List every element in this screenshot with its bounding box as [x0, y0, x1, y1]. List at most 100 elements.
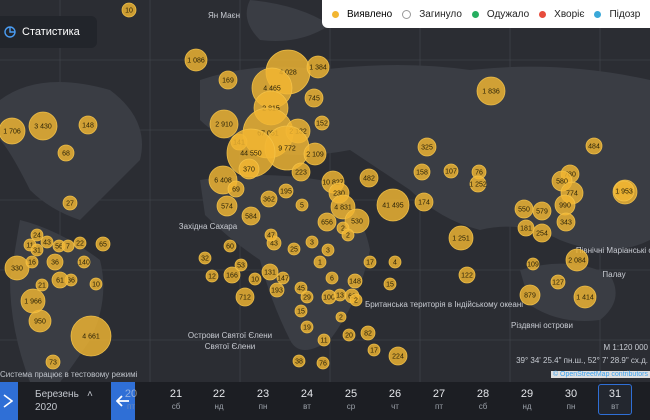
case-bubble[interactable]: 41 495 — [376, 188, 410, 222]
case-bubble[interactable]: 1 — [313, 255, 327, 269]
case-bubble[interactable]: 1 953 — [613, 180, 635, 202]
case-bubble[interactable]: 10 — [89, 277, 103, 291]
case-bubble[interactable]: 223 — [291, 162, 311, 182]
case-bubble[interactable]: 656 — [317, 212, 337, 232]
case-bubble[interactable]: 2 — [349, 293, 363, 307]
case-bubble[interactable]: 174 — [414, 192, 434, 212]
case-bubble[interactable]: 224 — [388, 346, 408, 366]
play-button[interactable] — [0, 382, 18, 420]
case-bubble[interactable]: 4 661 — [70, 315, 112, 357]
case-bubble[interactable]: 20 — [342, 328, 356, 342]
case-bubble[interactable]: 100 — [321, 289, 337, 305]
case-bubble[interactable]: 17 — [363, 255, 377, 269]
case-bubble[interactable]: 27 — [62, 195, 78, 211]
case-bubble[interactable]: 24 — [30, 228, 44, 242]
day-item[interactable]: 31 вт — [598, 384, 632, 415]
case-bubble[interactable]: 550 — [514, 199, 534, 219]
legend-item-suspected[interactable]: Підозр — [594, 9, 640, 20]
case-bubble[interactable]: 147 — [276, 271, 290, 285]
case-bubble[interactable]: 12 — [205, 269, 219, 283]
case-bubble[interactable]: 1 836 — [476, 76, 506, 106]
case-bubble[interactable]: 584 — [241, 206, 261, 226]
case-bubble[interactable]: 166 — [223, 266, 241, 284]
case-bubble[interactable]: 193 — [269, 282, 285, 298]
day-item[interactable]: 25 ср — [334, 387, 368, 412]
case-bubble[interactable]: 68 — [57, 144, 75, 162]
case-bubble[interactable]: 69 — [227, 180, 245, 198]
case-bubble[interactable]: 1 384 — [306, 55, 330, 79]
day-item[interactable]: 26 чт — [378, 387, 412, 412]
case-bubble[interactable]: 152 — [314, 115, 330, 131]
case-bubble[interactable]: 5 — [295, 198, 309, 212]
case-bubble[interactable]: 362 — [260, 190, 278, 208]
case-bubble[interactable]: 13 — [333, 288, 347, 302]
case-bubble[interactable]: 25 — [287, 242, 301, 256]
case-bubble[interactable]: 47 — [264, 228, 278, 242]
case-bubble[interactable]: 2 — [335, 311, 347, 323]
case-bubble[interactable]: 879 — [519, 284, 541, 306]
legend-item-confirmed[interactable]: Виявлено — [332, 9, 392, 20]
case-bubble[interactable]: 370 — [238, 158, 260, 180]
map-attribution[interactable]: © OpenStreetMap contributors — [550, 371, 650, 378]
case-bubble[interactable]: 109 — [526, 257, 540, 271]
day-item[interactable]: 23 пн — [246, 387, 280, 412]
case-bubble[interactable]: 148 — [347, 273, 363, 289]
case-bubble[interactable]: 1 414 — [573, 285, 597, 309]
case-bubble[interactable]: 7 — [61, 239, 75, 253]
case-bubble[interactable]: 343 — [556, 212, 576, 232]
day-item[interactable]: 29 нд — [510, 387, 544, 412]
case-bubble[interactable]: 53 — [234, 258, 248, 272]
case-bubble[interactable]: 127 — [550, 274, 566, 290]
case-bubble[interactable]: 330 — [4, 255, 30, 281]
day-item[interactable]: 22 нд — [202, 387, 236, 412]
case-bubble[interactable]: 1 966 — [20, 288, 46, 314]
case-bubble[interactable]: 73 — [45, 354, 61, 370]
case-bubble[interactable]: 32 — [198, 251, 212, 265]
case-bubble[interactable]: 148 — [78, 115, 98, 135]
case-bubble[interactable]: 325 — [417, 137, 437, 157]
case-bubble[interactable]: 530 — [344, 208, 370, 234]
case-bubble[interactable]: 16 — [25, 255, 39, 269]
case-bubble[interactable]: 19 — [300, 320, 314, 334]
day-item[interactable]: 30 пн — [554, 387, 588, 412]
case-bubble[interactable]: 2 — [341, 228, 355, 242]
day-item[interactable]: 24 вт — [290, 387, 324, 412]
case-bubble[interactable]: 745 — [304, 88, 324, 108]
case-bubble[interactable]: 3 430 — [28, 111, 58, 141]
day-item[interactable]: 28 сб — [466, 387, 500, 412]
case-bubble[interactable]: 574 — [216, 195, 238, 217]
case-bubble[interactable]: 484 — [585, 137, 603, 155]
statistics-button[interactable]: Статистика — [0, 16, 97, 48]
day-item[interactable]: 27 пт — [422, 387, 456, 412]
case-bubble[interactable]: 3 — [305, 235, 319, 249]
case-bubble[interactable]: 17 — [367, 343, 381, 357]
day-item[interactable]: 20 пт — [121, 387, 141, 412]
case-bubble[interactable]: 60 — [223, 239, 237, 253]
case-bubble[interactable]: 482 — [359, 168, 379, 188]
case-bubble[interactable]: 140 — [77, 255, 91, 269]
case-bubble[interactable]: 11 — [317, 333, 331, 347]
case-bubble[interactable]: 15 — [294, 304, 308, 318]
case-bubble[interactable]: 1 251 — [448, 225, 474, 251]
case-bubble[interactable]: 21 — [35, 278, 49, 292]
case-bubble[interactable]: 712 — [235, 287, 255, 307]
case-bubble[interactable]: 158 — [413, 163, 431, 181]
case-bubble[interactable]: 36 — [46, 253, 64, 271]
case-bubble[interactable]: 122 — [458, 266, 476, 284]
case-bubble[interactable]: 6 — [325, 271, 339, 285]
case-bubble[interactable]: 31 — [30, 243, 44, 257]
case-bubble[interactable]: 10 — [121, 2, 137, 18]
legend-item-recovered[interactable]: Одужало — [471, 9, 529, 20]
case-bubble[interactable]: 15 — [383, 277, 397, 291]
case-bubble[interactable]: 3 — [321, 243, 335, 257]
case-bubble[interactable]: 181 — [517, 219, 535, 237]
day-item[interactable]: 21 сб — [159, 387, 193, 412]
case-bubble[interactable]: 45 — [294, 281, 308, 295]
case-bubble[interactable]: 61 — [51, 271, 69, 289]
case-bubble[interactable]: 990 — [554, 194, 576, 216]
case-bubble[interactable]: 29 — [300, 290, 314, 304]
legend-item-sick[interactable]: Хворіє — [539, 9, 584, 20]
case-bubble[interactable]: 195 — [278, 183, 294, 199]
case-bubble[interactable]: 43 — [40, 235, 54, 249]
case-bubble[interactable]: 2 084 — [565, 248, 589, 272]
